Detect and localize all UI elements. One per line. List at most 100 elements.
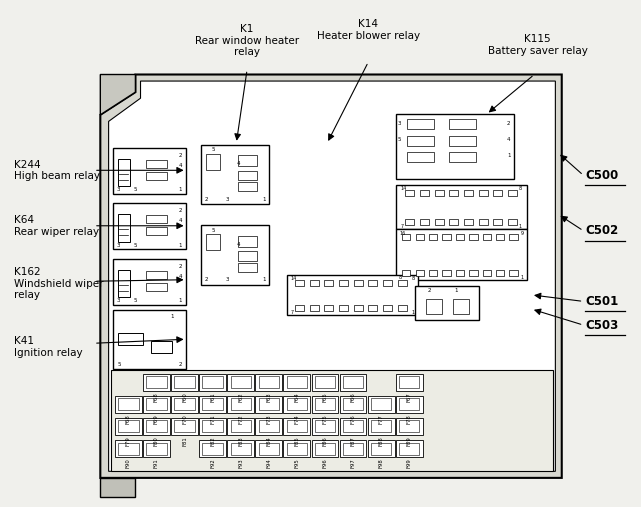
Bar (201, 144, 269, 204)
Bar (420, 190, 429, 196)
Bar (151, 341, 172, 353)
Bar (238, 155, 256, 166)
Text: 1: 1 (263, 197, 266, 202)
Text: C501: C501 (585, 295, 619, 308)
Bar (407, 135, 434, 146)
Bar (146, 172, 167, 180)
Text: 2: 2 (178, 208, 182, 213)
Bar (117, 214, 130, 242)
Text: 1: 1 (412, 310, 415, 315)
Bar (483, 270, 491, 276)
Text: F60: F60 (182, 392, 187, 402)
Text: 3: 3 (117, 243, 120, 248)
Bar (340, 395, 367, 413)
Text: F67: F67 (406, 392, 412, 402)
Bar (340, 374, 367, 391)
Bar (113, 148, 187, 194)
Text: 5: 5 (212, 228, 215, 233)
Text: F62: F62 (238, 392, 243, 402)
Bar (203, 398, 223, 410)
Text: K1
Rear window heater
relay: K1 Rear window heater relay (195, 24, 299, 57)
Bar (449, 190, 458, 196)
Bar (146, 443, 167, 455)
Bar (310, 280, 319, 286)
Bar (258, 420, 279, 432)
Bar (339, 280, 348, 286)
Bar (258, 398, 279, 410)
Text: F79: F79 (126, 437, 131, 446)
Bar (395, 440, 422, 457)
Text: 4: 4 (178, 163, 182, 168)
Bar (312, 374, 338, 391)
Text: F99: F99 (406, 459, 412, 468)
Bar (228, 374, 254, 391)
Bar (343, 420, 363, 432)
Text: 1: 1 (520, 275, 524, 280)
Bar (368, 395, 394, 413)
Text: 2: 2 (205, 277, 209, 282)
Text: F89: F89 (406, 437, 412, 446)
Text: 2: 2 (205, 197, 209, 202)
Bar (287, 376, 307, 388)
Bar (442, 270, 451, 276)
Bar (453, 299, 469, 314)
Bar (397, 280, 406, 286)
Text: 5: 5 (134, 188, 137, 193)
Bar (479, 190, 488, 196)
Text: F66: F66 (351, 392, 356, 402)
Bar (464, 190, 473, 196)
Bar (399, 376, 419, 388)
Text: F86: F86 (322, 437, 328, 446)
Bar (118, 420, 138, 432)
Bar (395, 115, 514, 179)
Text: 4: 4 (237, 242, 240, 247)
Bar (174, 398, 195, 410)
Text: 5: 5 (212, 147, 215, 152)
Bar (429, 234, 437, 240)
Bar (143, 418, 170, 435)
Text: F90: F90 (126, 459, 131, 468)
Text: K244
High beam relay: K244 High beam relay (14, 160, 100, 181)
Bar (469, 234, 478, 240)
Bar (310, 305, 319, 311)
Bar (315, 376, 335, 388)
Text: 2: 2 (178, 153, 182, 158)
Bar (228, 440, 254, 457)
Text: F74: F74 (294, 414, 299, 424)
Bar (287, 443, 307, 455)
Bar (464, 219, 473, 225)
Bar (395, 418, 422, 435)
Bar (368, 440, 394, 457)
Bar (206, 234, 220, 250)
Polygon shape (100, 478, 135, 496)
Bar (339, 305, 348, 311)
Bar (510, 234, 518, 240)
Bar (496, 234, 504, 240)
Bar (146, 215, 167, 223)
Bar (113, 259, 187, 305)
Bar (203, 376, 223, 388)
Text: 1: 1 (171, 313, 174, 318)
Bar (231, 376, 251, 388)
Text: 1: 1 (454, 288, 458, 294)
Text: F98: F98 (379, 459, 383, 468)
Bar (199, 418, 226, 435)
Text: 1: 1 (178, 299, 182, 303)
Bar (405, 219, 414, 225)
Bar (449, 119, 476, 129)
Bar (199, 374, 226, 391)
Bar (371, 420, 392, 432)
Bar (203, 420, 223, 432)
Text: F71: F71 (210, 414, 215, 424)
Bar (283, 395, 310, 413)
Text: K162
Windshield wiper
relay: K162 Windshield wiper relay (14, 267, 104, 300)
Bar (174, 420, 195, 432)
Text: F85: F85 (294, 437, 299, 446)
Text: F92: F92 (210, 459, 215, 468)
Bar (283, 440, 310, 457)
Bar (315, 443, 335, 455)
Text: F81: F81 (182, 437, 187, 446)
Text: 5: 5 (118, 362, 121, 367)
Bar (429, 270, 437, 276)
Bar (415, 270, 424, 276)
